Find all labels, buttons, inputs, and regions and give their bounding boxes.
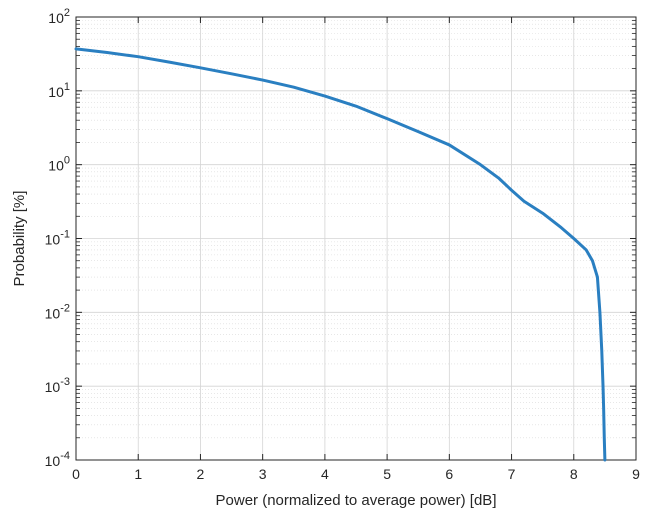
x-tick-label: 0 [72,466,80,482]
x-tick-label: 8 [570,466,578,482]
x-tick-label: 4 [321,466,329,482]
y-axis-title: Probability [%] [11,191,28,287]
x-tick-label: 6 [445,466,453,482]
x-axis-title: Power (normalized to average power) [dB] [216,492,497,509]
x-tick-label: 2 [197,466,205,482]
x-tick-label: 9 [632,466,640,482]
x-tick-labels: 0 1 2 3 4 5 6 7 8 9 [72,466,640,482]
y-tick-label: 10-3 [45,376,70,395]
y-tick-label: 102 [48,7,70,26]
y-tick-label: 101 [48,81,70,100]
x-tick-label: 3 [259,466,267,482]
y-tick-label: 100 [48,155,70,174]
y-tick-label: 10-1 [45,229,70,248]
y-tick-label: 10-2 [45,302,70,321]
x-tick-label: 1 [134,466,142,482]
x-tick-label: 7 [508,466,516,482]
y-tick-labels: 10-4 10-3 10-2 10-1 100 101 102 [45,7,70,469]
y-tick-label: 10-4 [45,450,70,469]
minor-grid [76,20,636,439]
series-line [74,47,607,462]
axis-ticks [75,16,637,461]
x-tick-label: 5 [383,466,391,482]
